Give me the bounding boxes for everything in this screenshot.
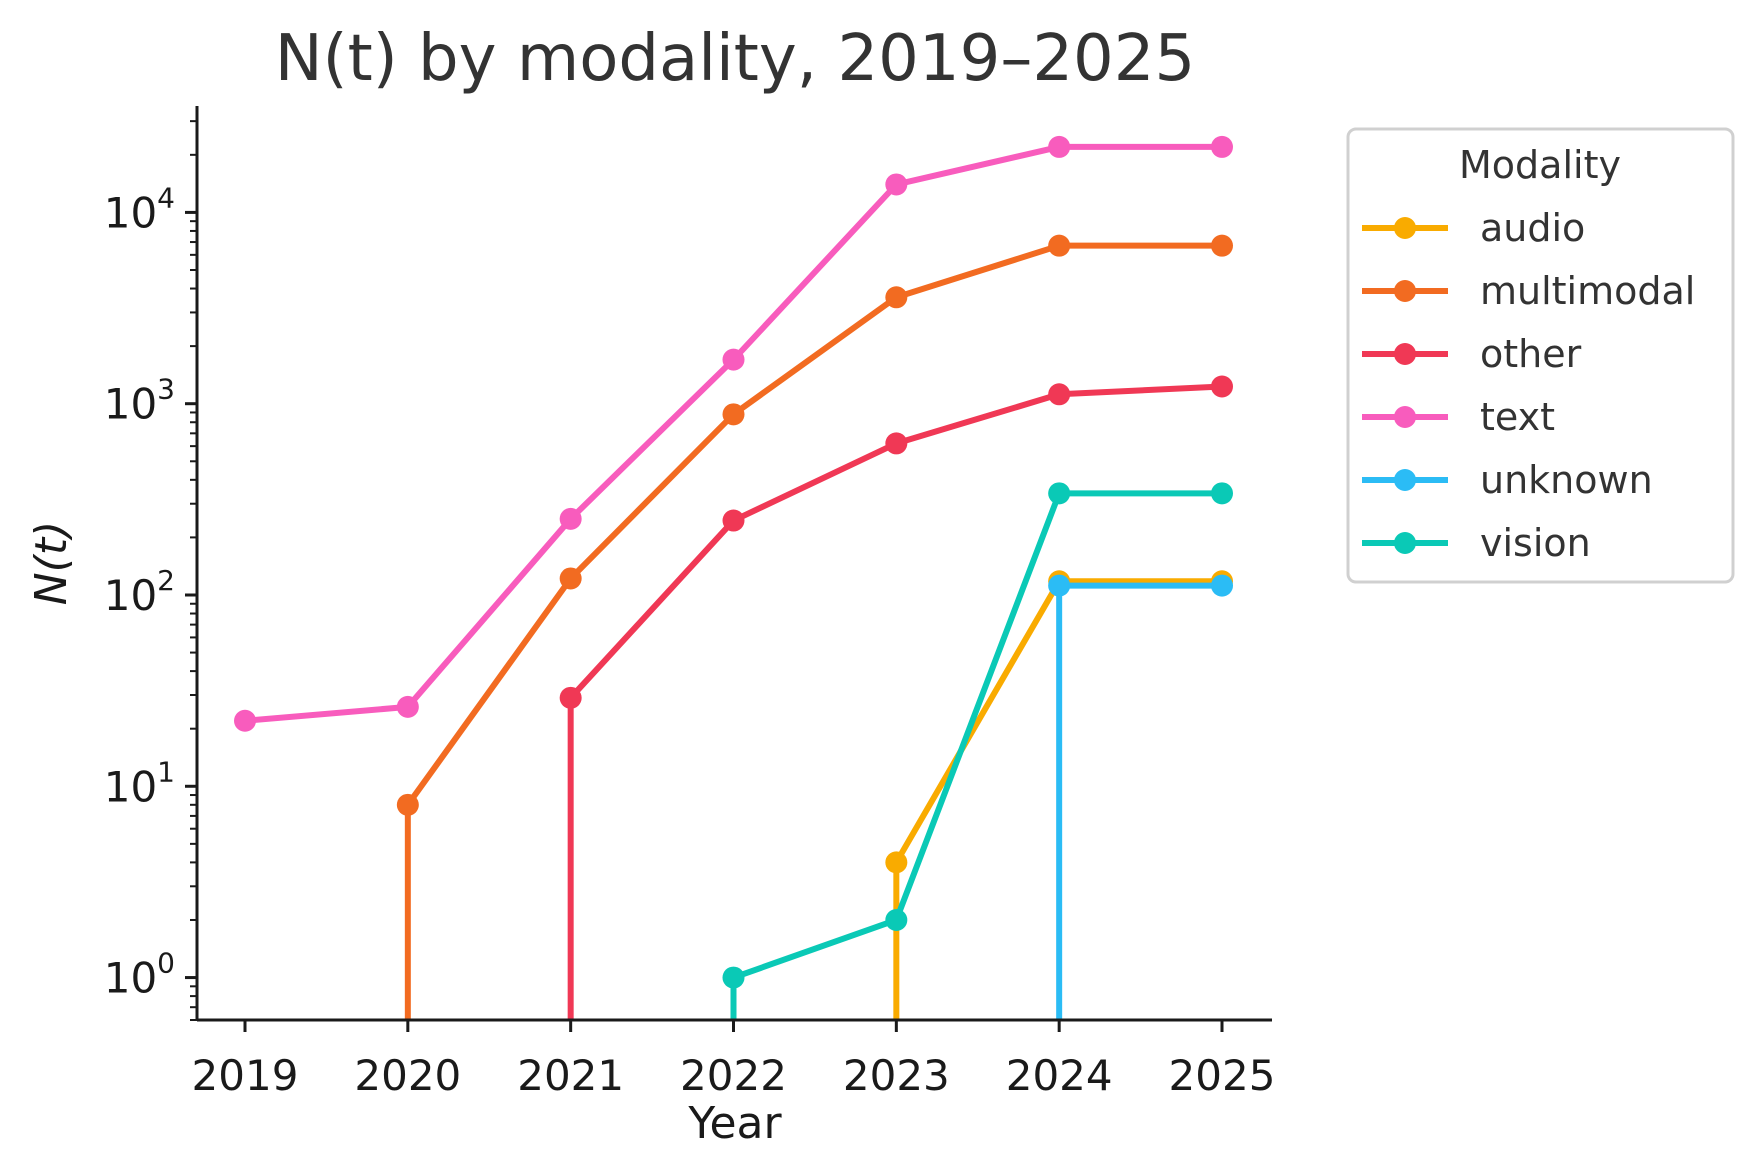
x-tick-label: 2019 — [192, 1051, 299, 1100]
data-point-unknown — [1048, 574, 1071, 597]
series-line-audio — [893, 578, 1222, 1020]
data-point-vision — [1048, 482, 1071, 505]
legend-swatch-marker — [1394, 217, 1416, 239]
data-point-text — [1211, 135, 1233, 158]
legend-item-multimodal: multimodal — [1362, 269, 1695, 313]
y-ticks: 100 101 102 103 104 — [104, 120, 197, 1021]
series-multimodal — [396, 234, 1233, 1020]
series-line-text — [244, 143, 1222, 724]
data-point-text — [234, 709, 256, 732]
series-line-multimodal — [404, 242, 1222, 1020]
legend-label: unknown — [1480, 458, 1653, 502]
legend-item-other: other — [1362, 332, 1582, 376]
data-point-multimodal — [559, 567, 582, 590]
series-vision — [722, 482, 1233, 1020]
x-tick-label: 2021 — [517, 1051, 624, 1100]
data-point-multimodal — [1048, 234, 1071, 257]
legend-frame — [1346, 127, 1735, 584]
x-tick-label: 2024 — [1006, 1051, 1113, 1100]
legend-label: audio — [1480, 206, 1585, 250]
legend-swatch-marker — [1394, 280, 1416, 302]
legend-items: audio multimodal other text unknown vision — [1362, 206, 1695, 565]
data-point-vision — [722, 966, 745, 989]
x-tick-label: 2023 — [843, 1051, 950, 1100]
data-point-other — [1048, 383, 1071, 406]
legend: Modality audio multimodal other text unknown… — [1346, 127, 1735, 584]
x-axis-label: Year — [687, 1098, 782, 1149]
data-point-audio — [885, 851, 908, 874]
data-point-text — [722, 348, 745, 371]
data-point-text — [885, 173, 908, 196]
y-tick-label: 101 — [104, 755, 175, 811]
legend-item-audio: audio — [1362, 206, 1585, 250]
plot-area — [234, 135, 1233, 1020]
data-point-vision — [885, 908, 908, 931]
legend-title: Modality — [1459, 143, 1621, 187]
data-point-multimodal — [722, 403, 745, 426]
y-tick-label: 104 — [104, 181, 175, 237]
legend-item-text: text — [1362, 395, 1555, 439]
x-tick-label: 2020 — [354, 1051, 461, 1100]
y-tick-label: 100 — [104, 947, 175, 1003]
legend-item-unknown: unknown — [1362, 458, 1653, 502]
series-line-other — [567, 383, 1223, 1020]
data-point-other — [722, 509, 745, 532]
legend-swatch-marker — [1394, 532, 1416, 554]
y-tick-label: 103 — [104, 373, 175, 429]
legend-label: vision — [1480, 521, 1591, 565]
data-point-multimodal — [885, 286, 908, 309]
legend-label: other — [1480, 332, 1582, 376]
data-point-other — [885, 432, 908, 455]
legend-swatch-marker — [1394, 343, 1416, 365]
legend-swatch-marker — [1394, 406, 1416, 428]
data-point-multimodal — [1211, 234, 1233, 257]
legend-label: multimodal — [1480, 269, 1695, 313]
chart-title: N(t) by modality, 2019–2025 — [275, 22, 1195, 96]
data-point-text — [559, 507, 582, 530]
series-other — [559, 375, 1233, 1020]
series-line-vision — [730, 490, 1222, 1020]
series-line-unknown — [1056, 582, 1222, 1020]
data-point-text — [1048, 135, 1071, 158]
data-point-text — [396, 695, 419, 718]
legend-item-vision: vision — [1362, 521, 1591, 565]
x-tick-label: 2025 — [1169, 1051, 1276, 1100]
series-text — [234, 135, 1233, 732]
y-tick-label: 102 — [104, 564, 175, 620]
x-tick-label: 2022 — [680, 1051, 787, 1100]
x-ticks: 2019 2020 2021 2022 2023 2024 2025 — [192, 1020, 1276, 1100]
data-point-vision — [1211, 482, 1233, 505]
data-point-other — [559, 686, 582, 709]
data-point-multimodal — [396, 793, 419, 816]
legend-label: text — [1480, 395, 1555, 439]
y-axis-label: N(t) — [26, 521, 77, 606]
data-point-unknown — [1211, 574, 1233, 597]
legend-swatch-marker — [1394, 469, 1416, 491]
data-point-other — [1211, 375, 1233, 398]
series-unknown — [1048, 574, 1233, 1020]
